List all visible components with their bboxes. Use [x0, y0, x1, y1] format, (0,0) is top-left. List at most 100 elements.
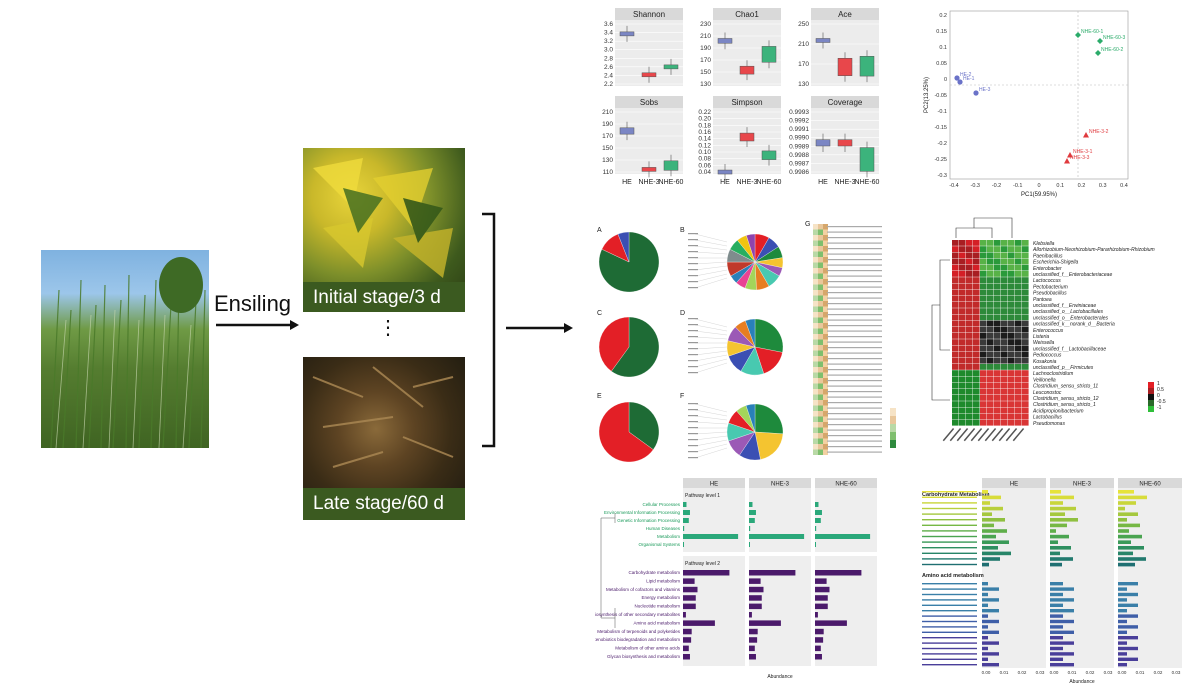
heatmap-cell — [973, 277, 980, 283]
heatmap-cell — [1008, 357, 1015, 364]
pie-slice — [628, 401, 660, 450]
heatmap-cell — [952, 382, 959, 389]
strip-cell — [818, 273, 823, 279]
heatmap-cell — [987, 407, 994, 414]
strip-cell — [823, 323, 828, 329]
strip-cell — [813, 235, 818, 241]
pie-charts: A B C D E F — [597, 227, 784, 463]
heatmap-cell — [959, 314, 966, 321]
heatmap-row-label: Clostridium_sensu_stricto_11 — [1033, 384, 1098, 390]
heatmap-cell — [1001, 240, 1008, 246]
strip-cell — [813, 323, 818, 329]
level2-bar — [815, 628, 824, 635]
heatmap-cell — [987, 351, 994, 358]
level1-bar — [815, 502, 819, 507]
pathway-xtick: 0.03 — [1104, 670, 1113, 675]
boxplot-tick: 150 — [700, 69, 711, 76]
heatmap-cell — [994, 295, 1001, 302]
heatmap-cell — [966, 419, 973, 426]
level1-item: Organismal Systems — [638, 542, 680, 547]
heatmap-cell — [987, 388, 994, 395]
strip-cell — [813, 378, 818, 384]
heatmap-cell — [973, 295, 980, 302]
heatmap-cell — [959, 388, 966, 395]
heatmap-cell — [980, 252, 987, 259]
strip-cell — [823, 334, 828, 340]
heatmap-cell — [1022, 395, 1029, 401]
carb-bar — [1118, 512, 1138, 516]
level2-bar — [683, 570, 730, 576]
heatmap-cell — [1001, 407, 1008, 414]
strip-cell — [818, 262, 823, 268]
pathway-xtick: 0.00 — [982, 670, 991, 675]
heatmap-cell — [980, 258, 987, 265]
heatmap-cell — [1022, 345, 1029, 352]
heatmap-cell — [980, 413, 987, 420]
strip-cell — [813, 295, 818, 301]
strip-cell — [823, 433, 828, 439]
strip-cell — [818, 345, 823, 351]
heatmap-cell — [994, 345, 1001, 352]
level2-bar — [815, 578, 827, 584]
strip-cell — [818, 400, 823, 406]
heatmap-cell — [1015, 246, 1022, 252]
pathway-bar-chart: HE 0.00 0.01 0.02 0.03 NHE-3 0.00 0.01 0.02 0.03 N… — [922, 478, 1182, 685]
heatmap-cell — [959, 357, 966, 364]
heatmap-cell — [1001, 382, 1008, 389]
heatmap-cell — [966, 320, 973, 327]
heatmap-cell — [1015, 382, 1022, 389]
carb-bar — [1050, 529, 1056, 533]
heatmap-cell — [1022, 277, 1029, 283]
box-HE — [815, 38, 831, 43]
svg-text:NHE-3-1: NHE-3-1 — [1073, 149, 1093, 155]
level2-bar — [683, 620, 715, 626]
heatmap-cell — [952, 339, 959, 345]
boxplot-tick: 0.04 — [698, 169, 711, 176]
heatmap-cell — [952, 333, 959, 339]
strip-cell — [823, 400, 828, 406]
level1-bar — [815, 542, 816, 547]
group-label: HE — [622, 179, 632, 186]
pca-xtick: 0 — [1037, 183, 1040, 189]
heatmap-cell — [987, 333, 994, 339]
heatmap-cell — [952, 252, 959, 259]
heatmap-cell — [952, 308, 959, 314]
level2-item: Nucleotide metabolism — [634, 604, 680, 609]
heatmap-cell — [966, 302, 973, 308]
heatmap-row-label: Pectobacterium — [1033, 284, 1068, 290]
heatmap-cell — [959, 407, 966, 414]
heatmap-cell — [973, 320, 980, 327]
strip-cell — [818, 416, 823, 422]
panel-letter: D — [680, 310, 685, 317]
heatmap-legend-tick: 0.5 — [1157, 387, 1164, 393]
heatmap-cell — [959, 277, 966, 283]
heatmap-cell — [987, 295, 994, 302]
boxplot-title: Shannon — [633, 10, 665, 19]
boxplot-tick: 130 — [602, 157, 613, 164]
carb-bar — [982, 490, 988, 494]
level2-bar — [815, 645, 821, 652]
boxplot-tick: 0.12 — [698, 142, 711, 149]
pathway-xtick: 0.03 — [1036, 670, 1045, 675]
heatmap-cell — [973, 388, 980, 395]
level1-bar — [749, 502, 753, 507]
panel-letter: F — [680, 393, 684, 400]
amino-bar — [982, 582, 988, 586]
boxplot-tick: 0.9987 — [789, 160, 809, 167]
boxplot-chao1: Chao1 230 210 190 170 150 130 — [700, 8, 781, 88]
heatmap-cell — [1008, 271, 1015, 277]
heatmap-cell — [1008, 295, 1015, 302]
heatmap-cell — [994, 252, 1001, 259]
heatmap-cell — [987, 395, 994, 401]
heatmap-cell — [987, 370, 994, 376]
level1-bar — [683, 534, 739, 539]
group-header: HE — [710, 482, 718, 488]
heatmap-cell — [1015, 240, 1022, 246]
level2-item: Lipid metabolism — [646, 578, 680, 583]
heatmap-cell — [1008, 252, 1015, 259]
heatmap-cell — [994, 264, 1001, 271]
heatmap-cell — [1022, 376, 1029, 383]
heatmap-cell — [973, 413, 980, 420]
pie-slice — [611, 316, 660, 378]
heatmap-cell — [980, 388, 987, 395]
